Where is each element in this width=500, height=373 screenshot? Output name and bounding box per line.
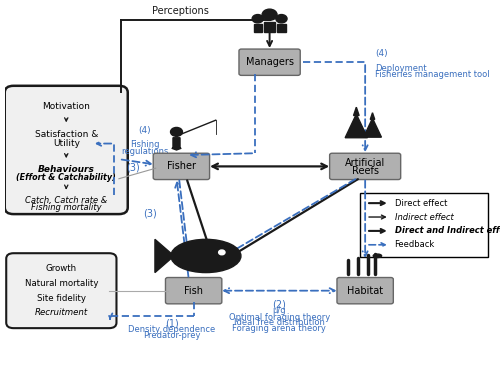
Text: (1): (1) [164, 319, 178, 329]
Text: Reefs: Reefs [352, 166, 378, 176]
Text: Natural mortality: Natural mortality [24, 279, 98, 288]
FancyBboxPatch shape [337, 278, 394, 304]
Text: (3): (3) [142, 208, 156, 218]
Text: regulations: regulations [121, 147, 168, 156]
Ellipse shape [373, 254, 382, 257]
Text: Behaviours: Behaviours [38, 164, 94, 174]
Text: Direct effect: Direct effect [394, 199, 447, 208]
Text: Managers: Managers [246, 57, 294, 67]
Text: Growth: Growth [46, 264, 77, 273]
Text: Satisfaction &: Satisfaction & [34, 130, 98, 139]
Text: Fisher: Fisher [167, 162, 196, 172]
Circle shape [252, 15, 264, 23]
Text: Direct and Indirect effect: Direct and Indirect effect [394, 226, 500, 235]
Text: Catch, Catch rate &: Catch, Catch rate & [25, 196, 107, 205]
Text: Predator-prey: Predator-prey [143, 330, 201, 339]
FancyArrow shape [278, 24, 285, 32]
FancyArrow shape [264, 22, 275, 32]
FancyBboxPatch shape [330, 153, 400, 179]
FancyBboxPatch shape [360, 193, 488, 257]
Polygon shape [370, 113, 374, 119]
Circle shape [218, 250, 225, 255]
Text: μ/g: μ/g [272, 306, 286, 315]
FancyBboxPatch shape [5, 86, 128, 214]
Polygon shape [345, 114, 368, 138]
Text: Habitat: Habitat [347, 286, 383, 296]
Text: Deployment: Deployment [375, 64, 426, 73]
Text: Fishing: Fishing [130, 140, 160, 149]
Text: Foraging arena theory: Foraging arena theory [232, 324, 326, 333]
Text: Fishing mortality: Fishing mortality [31, 203, 102, 212]
FancyBboxPatch shape [239, 49, 300, 75]
Text: Indirect effect: Indirect effect [394, 213, 454, 222]
Circle shape [276, 15, 287, 23]
Text: Artificial: Artificial [345, 159, 386, 169]
Text: Utility: Utility [53, 139, 80, 148]
Text: Recruitment: Recruitment [34, 308, 88, 317]
Text: Fisheries management tool: Fisheries management tool [375, 70, 490, 79]
Text: Fish: Fish [184, 286, 203, 296]
Text: Optimal foraging theory: Optimal foraging theory [229, 313, 330, 322]
Text: Perceptions: Perceptions [152, 6, 209, 16]
Circle shape [262, 9, 277, 20]
Circle shape [170, 128, 182, 137]
Polygon shape [354, 107, 359, 116]
Text: (3): (3) [126, 162, 140, 172]
Text: (2): (2) [378, 213, 392, 223]
Text: (4): (4) [138, 126, 151, 135]
Text: Feedback: Feedback [394, 240, 435, 249]
Text: Site fidelity: Site fidelity [37, 294, 86, 303]
FancyBboxPatch shape [153, 153, 210, 179]
Ellipse shape [171, 239, 241, 273]
FancyBboxPatch shape [166, 278, 222, 304]
FancyArrow shape [172, 138, 181, 150]
FancyBboxPatch shape [6, 253, 116, 328]
Polygon shape [155, 239, 174, 273]
Text: Ideal free distribution: Ideal free distribution [234, 319, 325, 327]
Text: Motivation: Motivation [42, 102, 90, 111]
Text: (2): (2) [272, 300, 286, 310]
Text: Density dependence: Density dependence [128, 325, 215, 334]
Polygon shape [364, 118, 382, 137]
Text: (Effort & Catchability): (Effort & Catchability) [16, 173, 116, 182]
FancyArrow shape [254, 24, 262, 32]
Text: (4): (4) [375, 49, 388, 58]
